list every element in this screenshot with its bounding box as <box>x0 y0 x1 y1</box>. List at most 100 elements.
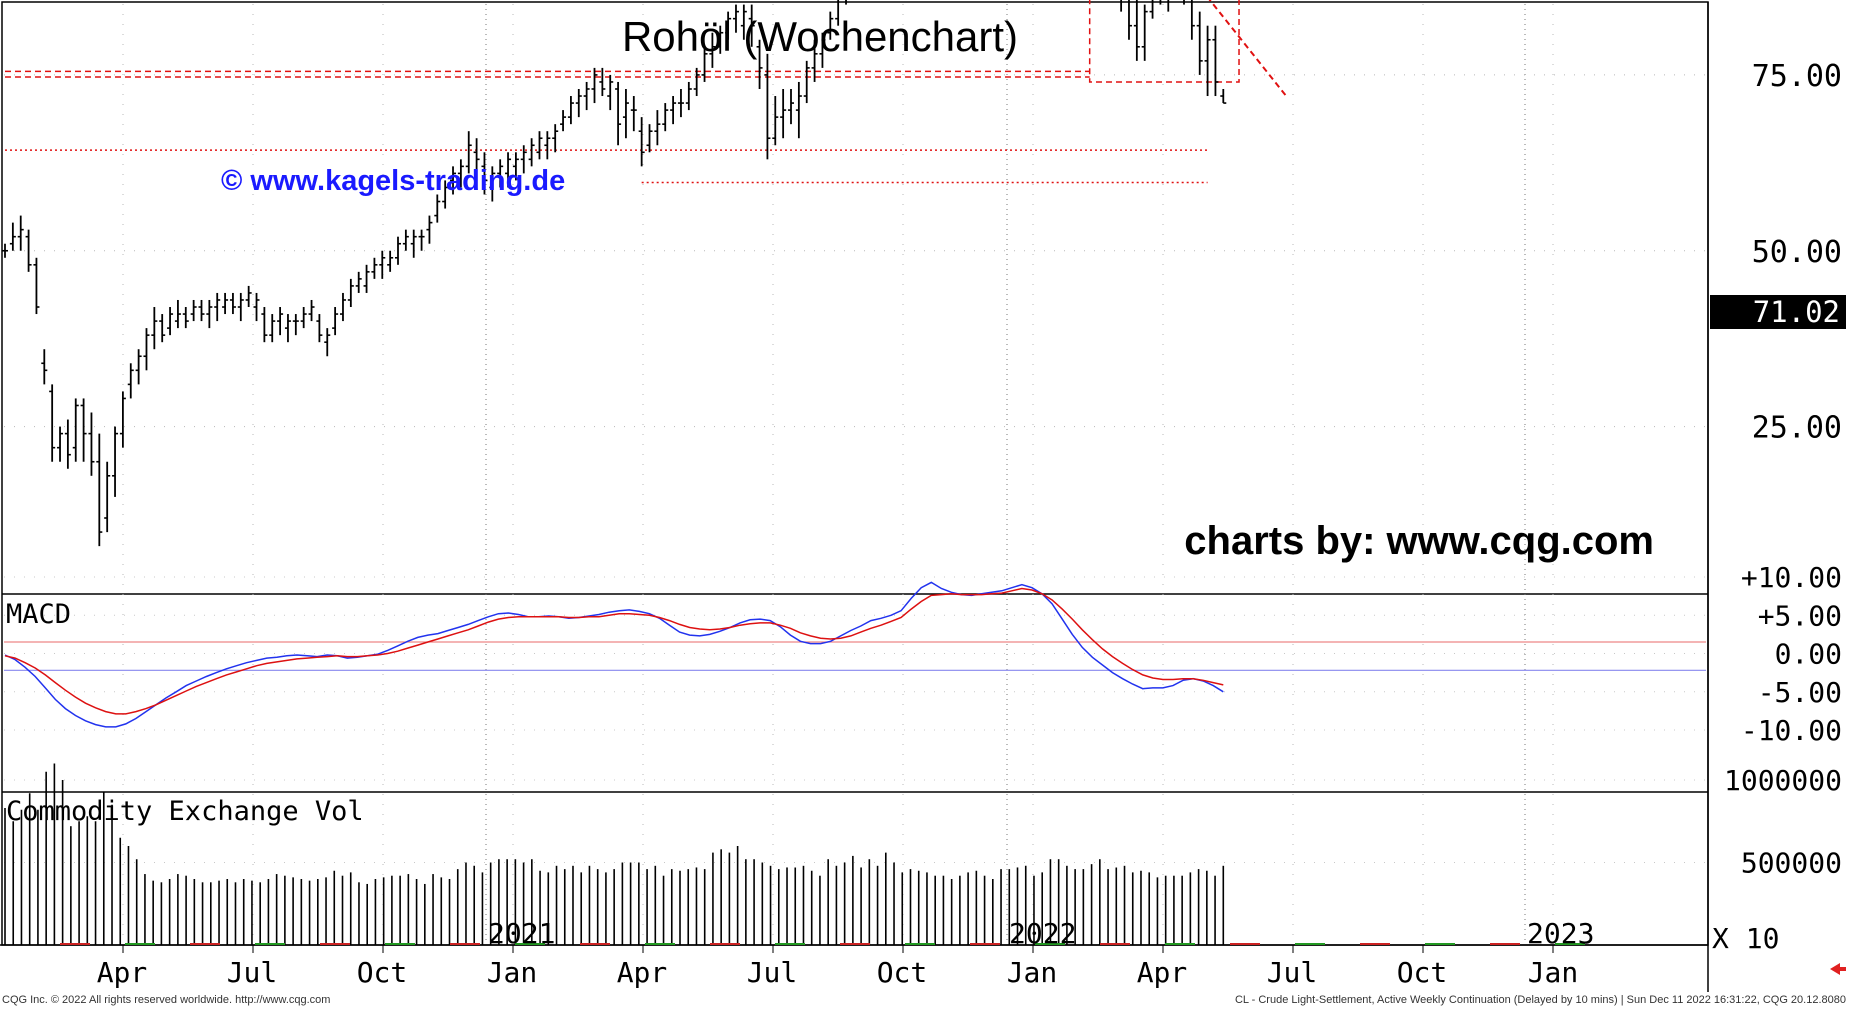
macd-tick-label: 0.00 <box>1775 638 1842 671</box>
ohlc-bar <box>245 285 252 308</box>
ohlc-bar <box>473 138 480 181</box>
ohlc-bar <box>505 152 512 188</box>
ohlc-bar <box>457 159 464 188</box>
ohlc-bar <box>119 391 126 448</box>
month-tick-label: Apr <box>97 956 148 989</box>
ohlc-bar <box>174 299 181 329</box>
scroll-left-icon[interactable] <box>1830 963 1846 975</box>
volume-unit-label: X 10 <box>1712 922 1779 955</box>
ohlc-bar <box>481 152 488 195</box>
macd-label: MACD <box>6 599 71 630</box>
watermark-right[interactable]: charts by: www.cqg.com <box>1184 519 1654 563</box>
ohlc-bar <box>143 328 150 371</box>
ohlc-bar <box>402 229 409 251</box>
ohlc-bar <box>434 194 441 223</box>
ohlc-bar <box>709 32 716 68</box>
ohlc-bar <box>819 32 826 68</box>
ohlc-bar <box>512 152 519 181</box>
ohlc-bar <box>17 215 24 251</box>
ohlc-bar <box>536 131 543 160</box>
ohlc-bar <box>253 292 260 322</box>
ohlc-bar <box>795 81 802 139</box>
ohlc-bar <box>583 81 590 111</box>
month-tick-label: Apr <box>617 956 668 989</box>
ohlc-bar <box>214 292 221 322</box>
month-tick-label: Jan <box>1528 956 1579 989</box>
ohlc-bar <box>222 292 229 315</box>
ohlc-bar <box>112 426 119 497</box>
ohlc-bar <box>292 314 299 336</box>
ohlc-bar <box>300 307 307 329</box>
ohlc-bar <box>732 4 739 33</box>
ohlc-bar <box>127 363 134 399</box>
ohlc-bar <box>654 110 661 146</box>
ohlc-bar <box>206 299 213 329</box>
ohlc-bar <box>426 215 433 244</box>
ohlc-bar <box>41 349 48 385</box>
ohlc-bar <box>740 4 747 40</box>
ohlc-bar <box>198 299 205 322</box>
axis-labels: 125.00100.0075.0050.0025.00+10.00+5.000.… <box>97 59 1842 989</box>
macd-signal-line <box>4 587 1224 715</box>
volume-label: Commodity Exchange Vol <box>6 796 364 827</box>
chart-title: Rohöl (Wochenchart) <box>622 13 1018 60</box>
ohlc-bar <box>96 433 103 547</box>
ohlc-bar <box>638 117 645 167</box>
ohlc-bar <box>135 349 142 385</box>
footer-right: CL - Crude Light-Settlement, Active Week… <box>1235 994 1846 1006</box>
ohlc-bar <box>1167 0 1170 12</box>
watermark-left[interactable]: © www.kagels-trading.de <box>221 165 565 197</box>
ohlc-bar <box>316 314 323 343</box>
ohlc-bar <box>363 264 370 293</box>
ohlc-bar <box>528 138 535 167</box>
ohlc-bar <box>64 419 71 469</box>
ohlc-bar <box>395 236 401 265</box>
macd-series <box>4 581 1706 728</box>
month-tick-label: Jul <box>747 956 798 989</box>
ohlc-bar <box>190 299 197 322</box>
ohlc-bar <box>9 222 16 251</box>
ohlc-bar <box>57 426 64 462</box>
ohlc-bar <box>347 278 354 308</box>
volume-tick-label: 1000000 <box>1724 764 1842 797</box>
ohlc-bar <box>717 25 724 54</box>
ohlc-bar <box>104 461 111 533</box>
panel-frames <box>0 1 1709 992</box>
month-tick-label: Oct <box>1397 956 1448 989</box>
ohlc-series <box>2 0 1227 547</box>
ohlc-bar <box>670 96 677 125</box>
ohlc-bar <box>693 67 700 97</box>
month-tick-label: Oct <box>877 956 928 989</box>
month-tick-label: Jul <box>1267 956 1318 989</box>
ohlc-bar <box>1220 88 1227 104</box>
ohlc-bar <box>489 166 496 202</box>
ohlc-bar <box>607 74 614 111</box>
ohlc-bar <box>1212 25 1219 97</box>
year-label: 2023 <box>1527 917 1594 950</box>
macd-tick-label: -5.00 <box>1758 676 1842 709</box>
month-tick-label: Jan <box>487 956 538 989</box>
macd-tick-label: +10.00 <box>1741 561 1842 594</box>
ohlc-bar <box>167 307 174 336</box>
ohlc-bar <box>780 88 787 139</box>
ohlc-bar <box>575 88 582 118</box>
year-label: 2021 <box>488 917 555 950</box>
year-label: 2022 <box>1009 917 1076 950</box>
ohlc-bar <box>622 88 629 139</box>
ohlc-bar <box>159 314 166 343</box>
ohlc-bar <box>685 81 692 111</box>
ohlc-bar <box>229 292 236 315</box>
month-tick-label: Jan <box>1007 956 1058 989</box>
ohlc-bar <box>418 229 425 251</box>
ohlc-bar <box>1190 0 1195 40</box>
ohlc-bar <box>1120 0 1123 12</box>
ohlc-bar <box>442 180 449 209</box>
ohlc-bar <box>497 159 504 188</box>
ohlc-bar <box>324 328 331 357</box>
ohlc-bar <box>25 229 32 272</box>
ohlc-bar <box>339 292 346 322</box>
ohlc-bar <box>277 307 284 336</box>
ohlc-bar <box>465 131 472 174</box>
ohlc-bar <box>261 307 268 343</box>
